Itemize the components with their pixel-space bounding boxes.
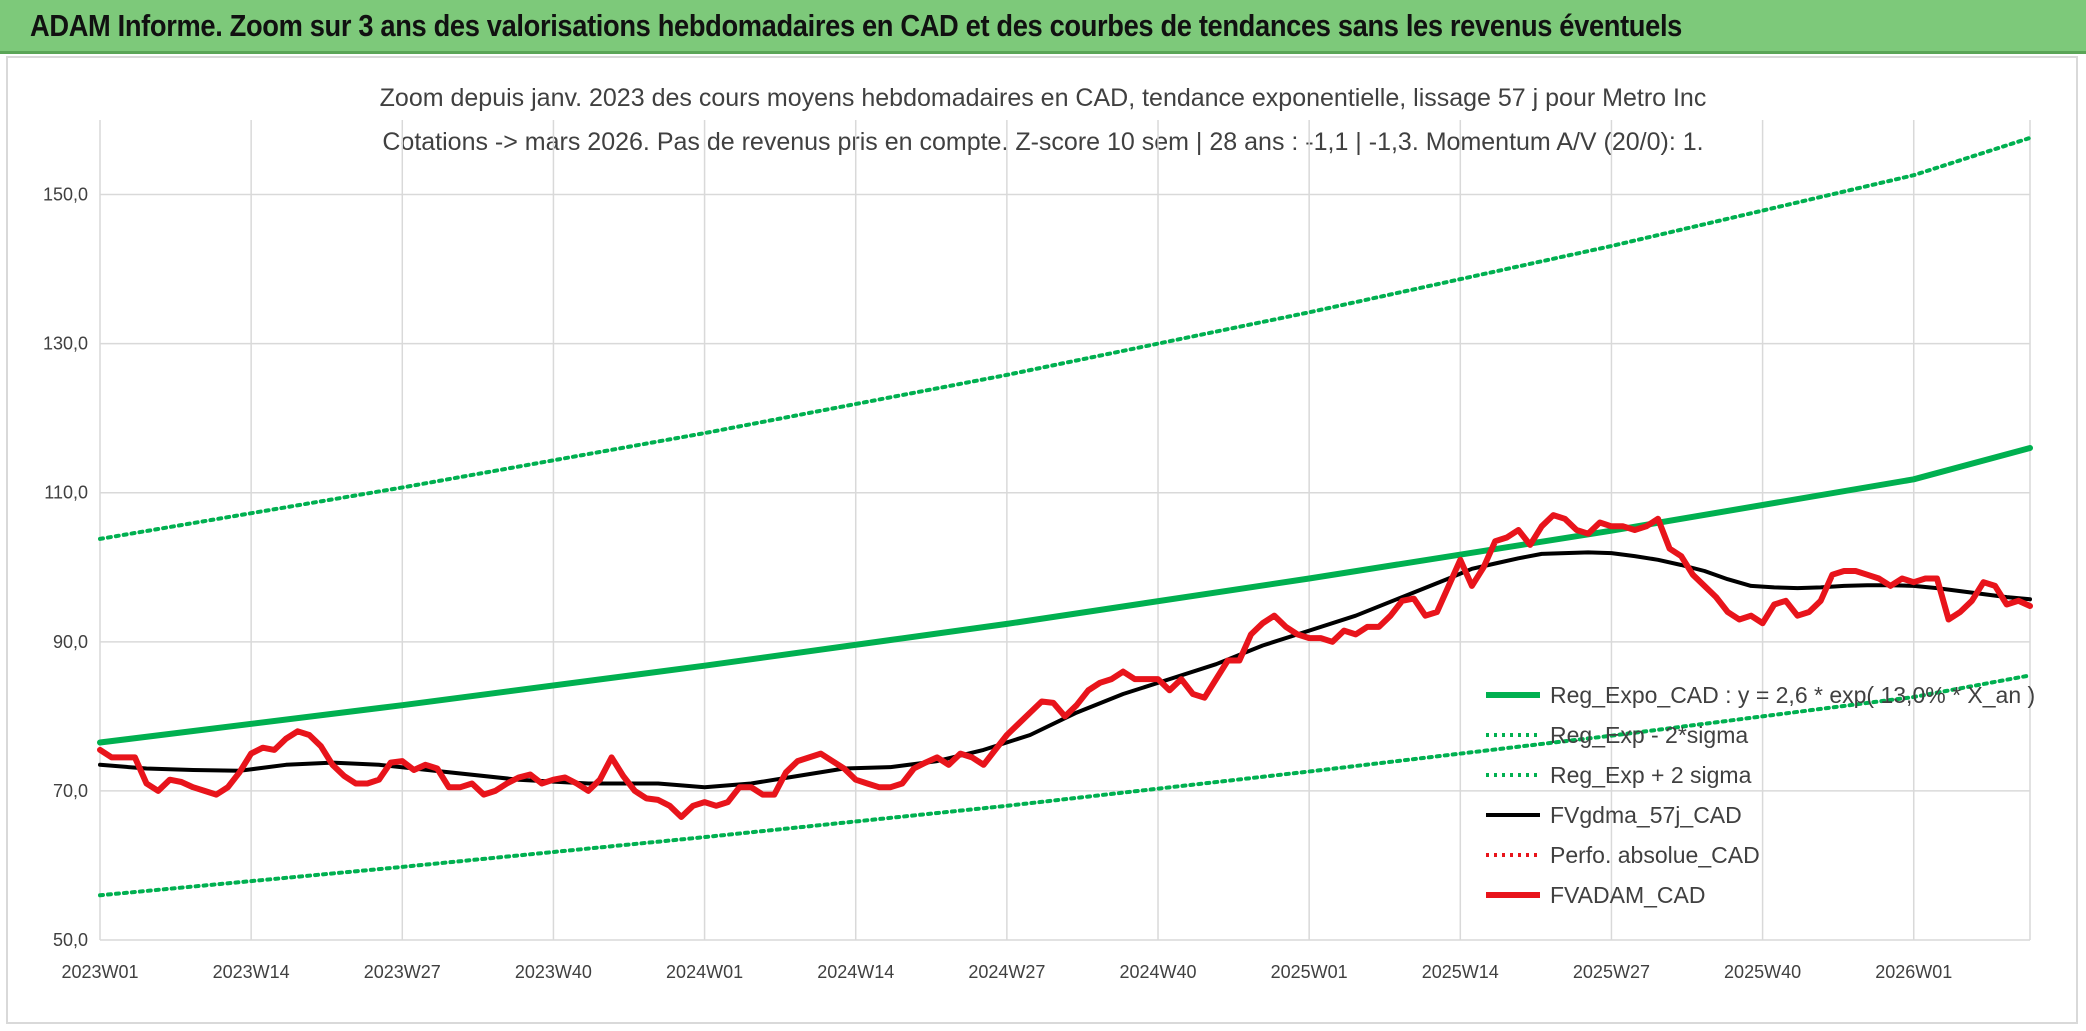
legend-label: FVgdma_57j_CAD <box>1550 802 1742 828</box>
x-tick-label: 2025W14 <box>1422 962 1499 982</box>
x-tick-label: 2023W27 <box>364 962 441 982</box>
legend-label: FVADAM_CAD <box>1550 882 1706 908</box>
y-tick-label: 70,0 <box>53 781 88 801</box>
x-tick-label: 2025W01 <box>1271 962 1348 982</box>
chart-subtitle: Cotations -> mars 2026. Pas de revenus p… <box>382 128 1704 156</box>
x-tick-label: 2024W01 <box>666 962 743 982</box>
y-tick-label: 130,0 <box>43 334 88 354</box>
x-tick-label: 2024W27 <box>968 962 1045 982</box>
chart-legend: Reg_Expo_CAD : y = 2,6 * exp( 13,0% * X_… <box>1486 682 2035 908</box>
gridlines <box>99 120 2031 941</box>
x-tick-label: 2026W01 <box>1875 962 1952 982</box>
legend-label: Reg_Exp - 2*sigma <box>1550 722 1748 748</box>
series-line <box>98 135 2032 541</box>
x-tick-label: 2023W14 <box>213 962 290 982</box>
x-tick-label: 2024W40 <box>1119 962 1196 982</box>
x-tick-label: 2024W14 <box>817 962 894 982</box>
y-tick-label: 50,0 <box>53 930 88 950</box>
legend-label: Reg_Exp + 2 sigma <box>1550 762 1752 788</box>
series-line <box>98 550 2032 790</box>
x-tick-label: 2023W40 <box>515 962 592 982</box>
x-tick-label: 2023W01 <box>61 962 138 982</box>
x-tick-label: 2025W40 <box>1724 962 1801 982</box>
series-lines <box>97 135 2033 898</box>
report-banner: ADAM Informe. Zoom sur 3 ans des valoris… <box>0 0 2086 54</box>
y-tick-label: 90,0 <box>53 632 88 652</box>
report-title: ADAM Informe. Zoom sur 3 ans des valoris… <box>30 8 1682 43</box>
x-tick-label: 2025W27 <box>1573 962 1650 982</box>
chart-title: Zoom depuis janv. 2023 des cours moyens … <box>379 84 1707 112</box>
series-line <box>97 445 2033 746</box>
y-tick-label: 110,0 <box>44 483 88 503</box>
legend-label: Perfo. absolue_CAD <box>1550 842 1760 868</box>
series-line <box>98 673 2032 898</box>
axis-labels: 50,0 70,0 90,0 110,0 130,0 150,0 2023W01 2023W1… <box>43 185 1952 982</box>
y-tick-label: 150,0 <box>43 185 88 205</box>
series-line <box>97 512 2033 820</box>
legend-label: Reg_Expo_CAD : y = 2,6 * exp( 13,0% * X_… <box>1550 682 2035 708</box>
